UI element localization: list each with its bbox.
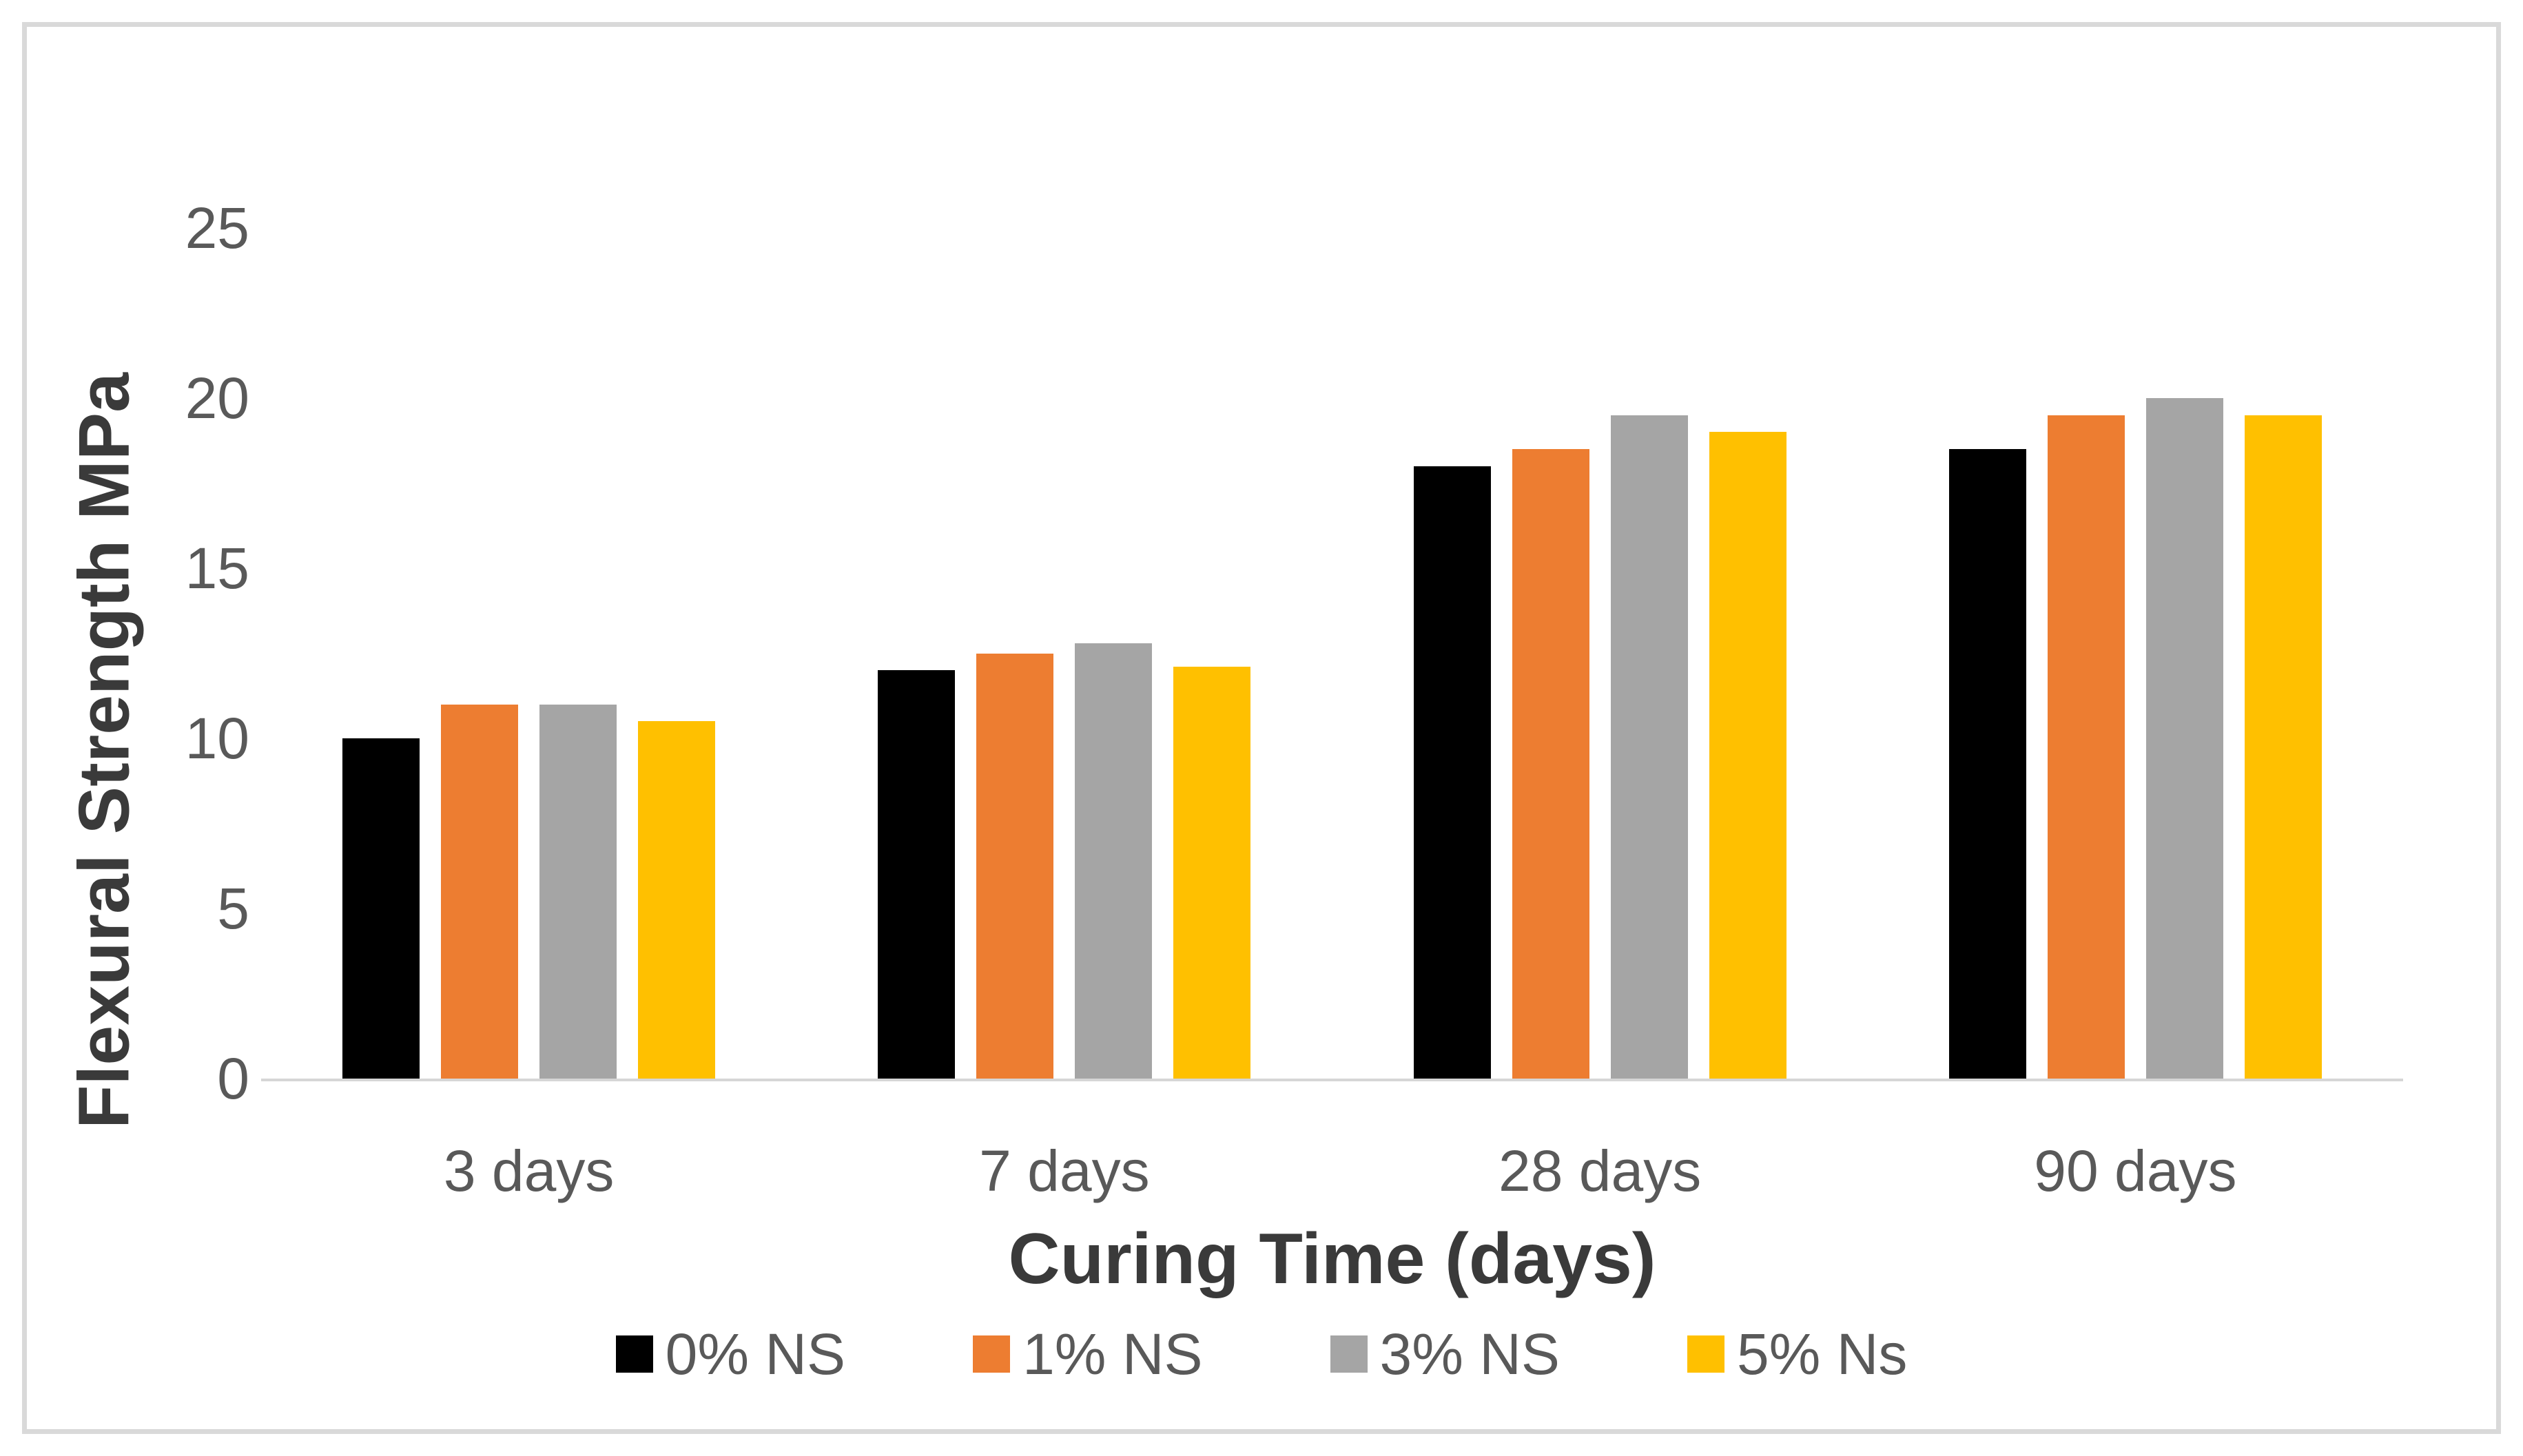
legend: 0% NS 1% NS 3% NS 5% Ns <box>0 1317 2523 1391</box>
legend-label: 1% NS <box>1022 1322 1203 1386</box>
legend-item: 3% NS <box>1330 1317 1560 1391</box>
bar-5Ns-3days <box>638 721 716 1079</box>
bar-0NS-3days <box>342 738 420 1079</box>
y-tick-label: 15 <box>185 536 249 601</box>
bar-3NS-7days <box>1075 643 1153 1079</box>
bar-1NS-3days <box>441 704 519 1079</box>
bar-0NS-28days <box>1413 466 1491 1079</box>
x-tick-label: 28 days <box>1499 1138 1702 1203</box>
bar-3NS-3days <box>539 704 617 1079</box>
y-tick-label: 10 <box>185 706 249 771</box>
legend-label: 5% Ns <box>1736 1322 1908 1386</box>
y-axis-tick-labels: 0 5 10 15 20 25 <box>0 0 249 1456</box>
x-axis-line <box>261 1079 2403 1081</box>
bar-5Ns-28days <box>1709 432 1786 1079</box>
y-tick-label: 0 <box>217 1046 249 1111</box>
y-axis-title: Flexural Strength MPa <box>64 373 145 1129</box>
bar-0NS-90days <box>1948 449 2026 1079</box>
y-tick-label: 25 <box>185 196 249 260</box>
bar-0NS-7days <box>878 670 956 1079</box>
legend-item: 1% NS <box>973 1317 1203 1391</box>
legend-swatch-icon <box>973 1335 1011 1373</box>
legend-swatch-icon <box>1687 1335 1724 1373</box>
legend-label: 3% NS <box>1379 1322 1560 1386</box>
bar-1NS-7days <box>976 653 1054 1079</box>
legend-swatch-icon <box>615 1335 653 1373</box>
legend-swatch-icon <box>1330 1335 1368 1373</box>
bar-3NS-90days <box>2145 398 2223 1079</box>
x-tick-label: 90 days <box>2034 1138 2237 1203</box>
x-axis-title: Curing Time (days) <box>1008 1219 1656 1299</box>
bar-5Ns-7days <box>1173 667 1251 1079</box>
x-tick-label: 3 days <box>443 1138 615 1203</box>
legend-label: 0% NS <box>665 1322 846 1386</box>
y-tick-label: 20 <box>185 366 249 430</box>
bar-1NS-90days <box>2047 415 2125 1079</box>
bar-5Ns-90days <box>2244 415 2322 1079</box>
x-tick-label: 7 days <box>979 1138 1150 1203</box>
y-tick-label: 5 <box>217 876 249 941</box>
legend-item: 5% Ns <box>1687 1317 1907 1391</box>
bar-3NS-28days <box>1610 415 1688 1079</box>
legend-item: 0% NS <box>615 1317 846 1391</box>
bar-1NS-28days <box>1512 449 1589 1079</box>
